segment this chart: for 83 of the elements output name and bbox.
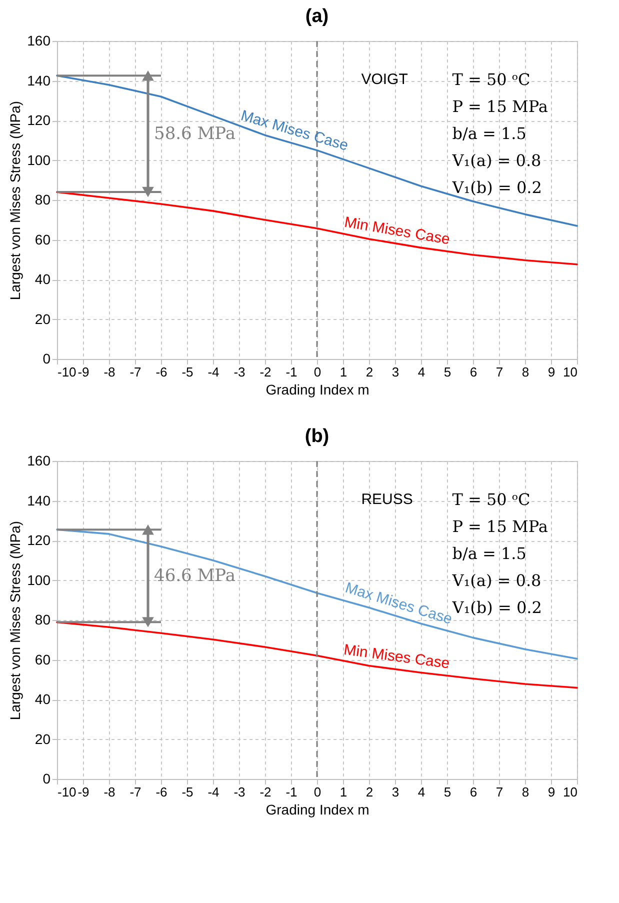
annotation: V₁(a) = 0.8: [451, 151, 542, 170]
annotation: V₁(b) = 0.2: [451, 178, 542, 197]
y-tick-label: 160: [27, 32, 51, 48]
x-tick-label: -2: [260, 364, 272, 380]
x-tick-label: 2: [366, 784, 374, 800]
x-tick-label: -5: [182, 784, 194, 800]
x-tick-label: -9: [78, 364, 90, 380]
x-tick-label: 7: [496, 784, 504, 800]
annotation: b/a = 1.5: [452, 544, 526, 563]
x-tick-label: -4: [208, 784, 220, 800]
chart-title: (a): [305, 6, 329, 27]
x-tick-label: -7: [130, 784, 142, 800]
y-tick-label: 20: [34, 310, 51, 327]
chart-title: (b): [304, 426, 330, 447]
x-tick-label: 6: [470, 784, 478, 800]
x-tick-label: -2: [260, 784, 272, 800]
y-tick-label: 80: [34, 612, 51, 628]
annotation: V₁(b) = 0.2: [451, 598, 542, 617]
text: Max Mises Case: [238, 107, 350, 154]
y-axis-title: Largest von Mises Stress (MPa): [7, 100, 24, 300]
annotation: P = 15 MPa: [452, 517, 548, 536]
y-tick-label: 80: [34, 192, 51, 208]
annotation: P = 15 MPa: [452, 97, 548, 116]
x-tick-label: 3: [392, 364, 400, 380]
y-tick-label: 100: [27, 572, 51, 588]
x-tick-label: -1: [286, 364, 298, 380]
annotation: b/a = 1.5: [452, 124, 526, 143]
x-tick-label: 9: [548, 784, 556, 800]
y-tick-label: 40: [34, 271, 51, 287]
y-tick-label: 140: [27, 492, 51, 508]
x-tick-label: -8: [104, 784, 116, 800]
annotation: 58.6 MPa: [154, 124, 236, 144]
x-tick-label: 4: [418, 784, 426, 800]
x-tick-label: 5: [444, 784, 452, 800]
text: Min Mises Case: [342, 641, 451, 672]
x-tick-label: 3: [392, 784, 400, 800]
x-tick-label: -6: [156, 364, 168, 380]
x-tick-label: 0: [314, 784, 322, 800]
x-tick-label: -6: [156, 784, 168, 800]
y-tick-label: 120: [27, 112, 51, 128]
x-tick-label: 1: [340, 784, 348, 800]
x-tick-label: 8: [522, 784, 530, 800]
x-tick-label: 8: [522, 364, 530, 380]
x-axis-title: Grading Index m: [266, 382, 370, 398]
y-tick-label: 0: [42, 350, 51, 366]
x-tick-label: -7: [130, 364, 142, 380]
y-tick-label: 20: [34, 730, 51, 747]
x-tick-label: 9: [548, 364, 556, 380]
y-tick-label: 0: [42, 770, 51, 786]
x-tick-label: 10: [563, 364, 578, 380]
x-axis-title: Grading Index m: [266, 802, 370, 818]
x-tick-label: 0: [314, 364, 322, 380]
annotation: VOIGT: [361, 71, 408, 88]
annotation: T = 50 ᵒC: [452, 490, 530, 509]
annotation: REUSS: [361, 491, 413, 508]
x-tick-label: -3: [234, 784, 246, 800]
x-tick-label: -9: [78, 784, 90, 800]
y-tick-label: 160: [27, 452, 51, 468]
y-axis-title: Largest von Mises Stress (MPa): [7, 520, 24, 720]
x-tick-label: 6: [470, 364, 478, 380]
x-tick-label: -4: [208, 364, 220, 380]
y-tick-label: 140: [27, 72, 51, 88]
x-tick-label: -10: [58, 364, 76, 380]
text: Min Mises Case: [343, 214, 452, 248]
x-tick-label: 4: [418, 364, 426, 380]
x-tick-label: 5: [444, 364, 452, 380]
annotation: T = 50 ᵒC: [452, 70, 530, 89]
x-tick-label: 10: [563, 784, 578, 800]
x-tick-label: 2: [366, 364, 374, 380]
y-tick-label: 100: [27, 152, 51, 168]
x-tick-label: -1: [286, 784, 298, 800]
y-tick-label: 120: [27, 532, 51, 548]
x-tick-label: -10: [58, 784, 76, 800]
x-tick-label: -8: [104, 364, 116, 380]
x-tick-label: -3: [234, 364, 246, 380]
x-tick-label: 7: [496, 364, 504, 380]
y-tick-label: 60: [34, 231, 51, 248]
y-tick-label: 40: [34, 691, 51, 707]
annotation: 46.6 MPa: [154, 566, 236, 586]
x-tick-label: 1: [340, 364, 348, 380]
x-tick-label: -5: [182, 364, 194, 380]
annotation: V₁(a) = 0.8: [451, 571, 542, 590]
y-tick-label: 60: [34, 651, 51, 668]
